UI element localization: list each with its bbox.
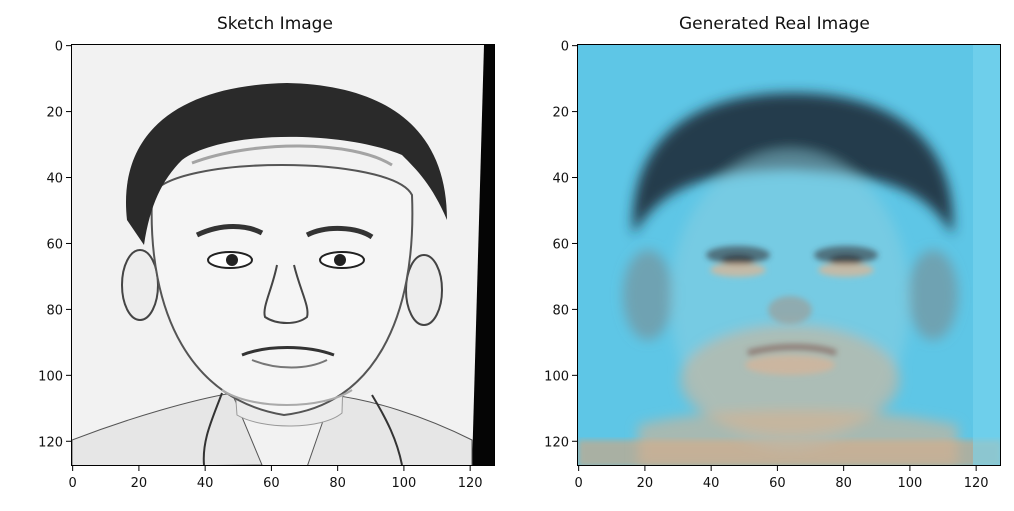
y-tick-label: 100 (544, 369, 569, 384)
x-tick-label: 100 (897, 476, 922, 491)
sketch-panel: Sketch Image (0, 0, 495, 511)
x-tick-label: 40 (197, 476, 214, 491)
generated-panel: Generated Real Image (506, 0, 1001, 511)
x-tick-label: 60 (263, 476, 280, 491)
y-tick-label: 0 (55, 40, 63, 55)
y-tick-label: 40 (552, 172, 569, 187)
x-tick-label: 20 (131, 476, 148, 491)
sketch-face-illustration (72, 45, 494, 465)
x-tick-label: 60 (769, 476, 786, 491)
y-tick-label: 120 (38, 435, 63, 450)
y-tick-label: 60 (46, 237, 63, 252)
panel-title: Sketch Image (217, 14, 333, 34)
x-tick-label: 0 (575, 476, 583, 491)
x-tick-label: 100 (391, 476, 416, 491)
panel-title: Generated Real Image (679, 14, 870, 34)
generated-image (577, 44, 1001, 466)
y-tick-label: 40 (46, 172, 63, 187)
x-tick-label: 120 (458, 476, 483, 491)
x-tick-label: 80 (329, 476, 346, 491)
y-tick-label: 20 (552, 106, 569, 121)
y-tick-label: 120 (544, 435, 569, 450)
x-tick-label: 40 (703, 476, 720, 491)
x-tick-label: 120 (964, 476, 989, 491)
y-tick-label: 60 (552, 237, 569, 252)
sketch-image (71, 44, 495, 466)
x-tick-label: 80 (835, 476, 852, 491)
y-tick-label: 80 (46, 303, 63, 318)
x-tick-label: 0 (69, 476, 77, 491)
generated-axes: 0 20 40 60 80 100 120 0 20 40 60 80 100 120 (544, 40, 988, 491)
x-tick-label: 20 (637, 476, 654, 491)
y-tick-label: 100 (38, 369, 63, 384)
y-tick-label: 0 (561, 40, 569, 55)
sketch-axes: 0 20 40 60 80 100 120 0 20 40 60 80 100 120 (38, 40, 482, 491)
y-tick-label: 80 (552, 303, 569, 318)
y-tick-label: 20 (46, 106, 63, 121)
generated-face-illustration (578, 45, 1000, 465)
